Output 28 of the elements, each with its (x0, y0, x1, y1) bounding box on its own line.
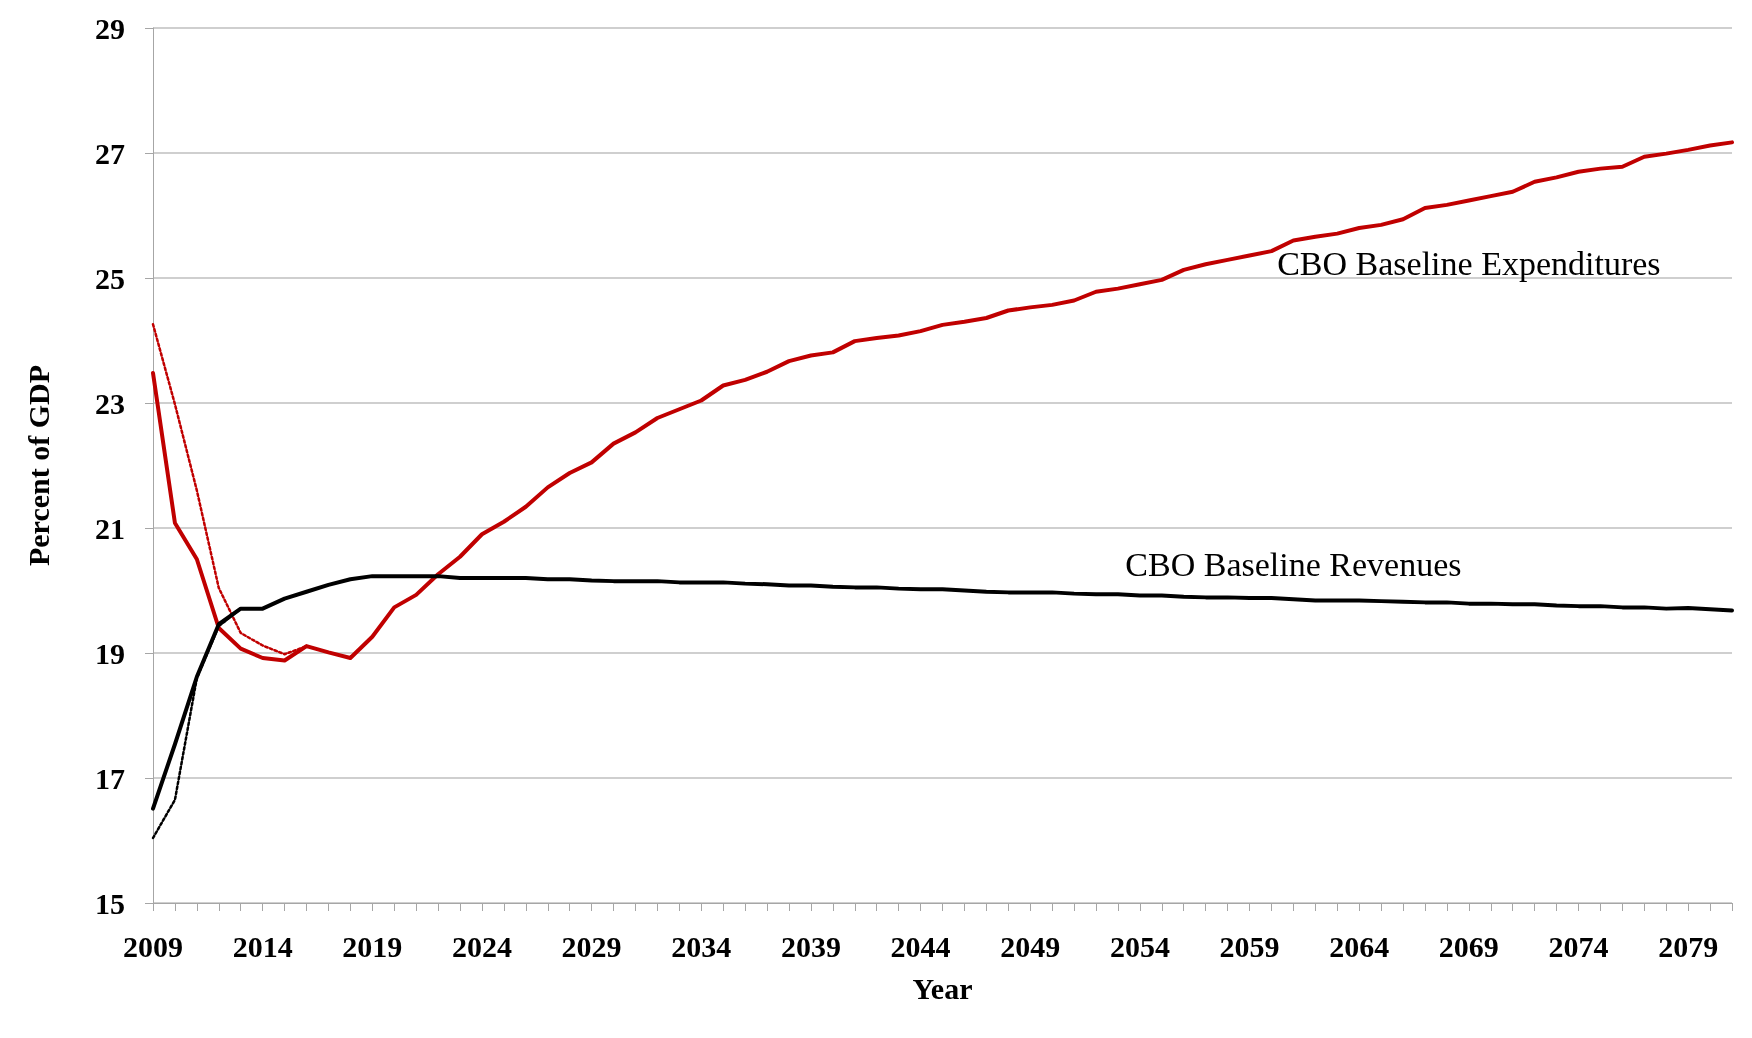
y-tick-label: 15 (95, 886, 125, 920)
x-tick-label: 2029 (561, 929, 622, 963)
x-tick-label: 2049 (1000, 929, 1061, 963)
y-tick-label: 21 (95, 511, 125, 545)
x-tick-label: 2014 (232, 929, 293, 963)
y-tick-label: 23 (95, 386, 125, 420)
x-tick-label: 2069 (1438, 929, 1499, 963)
x-tick-label: 2074 (1548, 929, 1609, 963)
x-tick-label: 2019 (342, 929, 403, 963)
y-tick-label: 27 (95, 136, 125, 170)
line-series (151, 140, 1734, 663)
x-tick-label: 2034 (671, 929, 732, 963)
x-tick-label: 2024 (451, 929, 512, 963)
x-tick-label: 2079 (1658, 929, 1719, 963)
x-tick-label: 2064 (1329, 929, 1390, 963)
x-axis-title: Year (912, 971, 973, 1005)
series-label: CBO Baseline Revenues (1125, 546, 1462, 584)
x-tick-label: 2039 (780, 929, 841, 963)
x-tick-label: 2009 (123, 929, 183, 963)
x-tick-label: 2059 (1219, 929, 1280, 963)
y-tick-label: 17 (95, 761, 125, 795)
y-tick-label: 25 (95, 261, 125, 295)
series-label: CBO Baseline Expenditures (1277, 244, 1661, 282)
x-tick-label: 2044 (890, 929, 951, 963)
y-axis-title: Percent of GDP (21, 364, 55, 567)
y-tick-label: 29 (95, 11, 125, 45)
x-tick-label: 2054 (1109, 929, 1170, 963)
y-tick-label: 19 (95, 636, 125, 670)
